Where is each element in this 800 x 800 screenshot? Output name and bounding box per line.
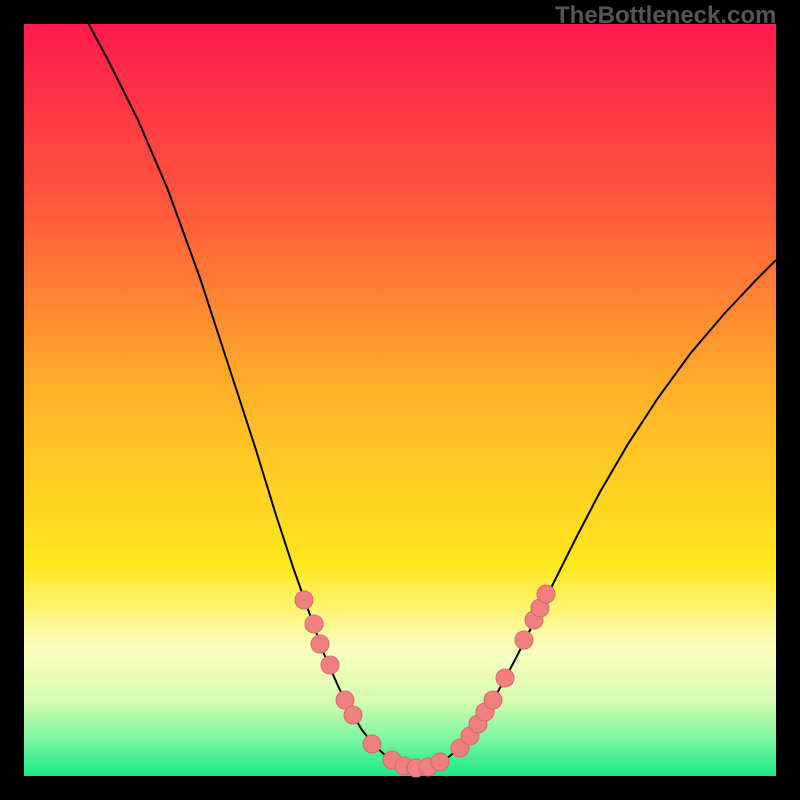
data-point-marker bbox=[431, 753, 449, 771]
data-point-marker bbox=[344, 706, 362, 724]
data-point-marker bbox=[305, 615, 323, 633]
data-point-marker bbox=[496, 669, 514, 687]
data-point-marker bbox=[321, 656, 339, 674]
data-point-marker bbox=[363, 735, 381, 753]
chart-overlay bbox=[0, 0, 800, 800]
marker-group bbox=[295, 585, 555, 777]
bottleneck-curve bbox=[77, 2, 776, 769]
data-point-marker bbox=[484, 691, 502, 709]
data-point-marker bbox=[295, 591, 313, 609]
data-point-marker bbox=[515, 631, 533, 649]
data-point-marker bbox=[311, 635, 329, 653]
data-point-marker bbox=[537, 585, 555, 603]
